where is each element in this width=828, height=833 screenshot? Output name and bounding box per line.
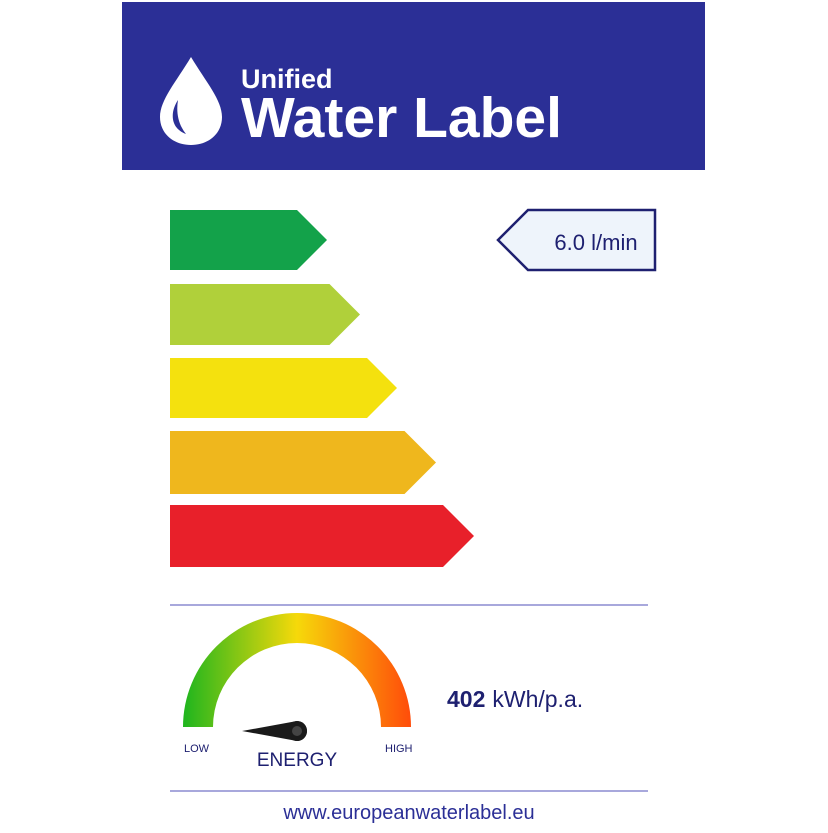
rating-indicator: 6.0 l/min	[496, 208, 657, 272]
energy-value: 402	[447, 686, 485, 712]
gauge-low-label: LOW	[184, 743, 210, 755]
header-banner: Unified Water Label	[122, 2, 705, 170]
gauge-needle	[242, 721, 307, 741]
rating-bar-3	[170, 358, 397, 418]
flow-rate-value: 6.0 l/min	[554, 230, 637, 255]
header-background	[122, 2, 705, 170]
gauge-arc	[183, 613, 411, 727]
energy-gauge: LOW HIGH ENERGY	[183, 613, 413, 771]
rating-bar-1	[170, 210, 327, 270]
rating-bar-5	[170, 505, 474, 567]
water-drop-icon	[160, 57, 222, 145]
rating-bar-2	[170, 284, 360, 345]
energy-consumption: 402 kWh/p.a.	[447, 686, 583, 712]
rating-bar-4	[170, 431, 436, 494]
header-title: Water Label	[241, 86, 562, 150]
website-link[interactable]: www.europeanwaterlabel.eu	[282, 802, 534, 824]
header-subtitle: Unified	[241, 64, 333, 94]
energy-unit: kWh/p.a.	[492, 686, 583, 712]
gauge-high-label: HIGH	[385, 743, 413, 755]
rating-scale	[170, 210, 474, 567]
gauge-label: ENERGY	[257, 750, 338, 771]
